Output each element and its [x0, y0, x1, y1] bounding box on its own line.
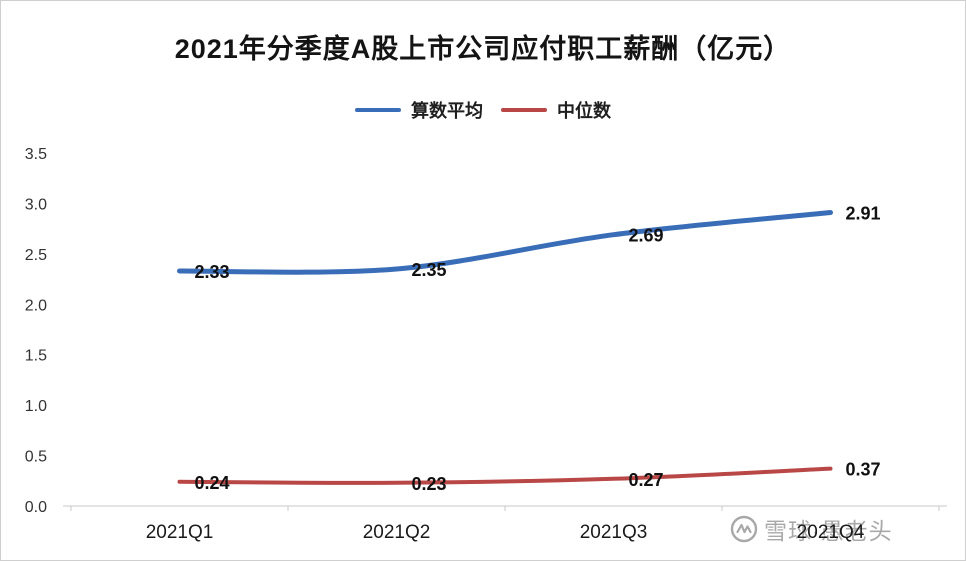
legend-item-median: 中位数	[501, 97, 611, 123]
y-axis-tick-label: 1.5	[25, 348, 47, 365]
x-axis-tick-label: 2021Q2	[363, 522, 431, 543]
y-axis-tick-label: 0.5	[25, 449, 47, 466]
legend-label-median: 中位数	[557, 101, 611, 121]
y-axis-tick-label: 0.0	[25, 499, 47, 516]
data-label: 0.37	[846, 460, 881, 480]
y-axis-tick-label: 2.5	[25, 247, 47, 264]
series-line-median	[177, 466, 833, 485]
data-label: 2.91	[846, 204, 881, 224]
y-axis-tick-label: 1.0	[25, 398, 47, 415]
xueqiu-logo-icon	[730, 515, 758, 543]
y-axis-tick-label: 3.5	[25, 146, 47, 163]
data-label: 0.23	[412, 474, 447, 494]
data-label: 2.69	[629, 226, 664, 246]
chart-title: 2021年分季度A股上市公司应付职工薪酬（亿元）	[174, 34, 792, 64]
data-label: 0.27	[629, 470, 664, 490]
y-axis-tick-label: 2.0	[25, 297, 47, 314]
watermark: 雪球·愚老头	[730, 512, 893, 546]
legend-label-mean: 算数平均	[411, 101, 483, 121]
x-axis-tick-label: 2021Q1	[146, 522, 214, 543]
y-axis-tick-label: 3.0	[25, 196, 47, 213]
chart-legend: 算数平均 中位数	[1, 97, 965, 123]
data-label: 2.33	[195, 262, 230, 282]
data-label: 0.24	[195, 473, 230, 493]
x-axis-tick-label: 2021Q3	[580, 522, 648, 543]
legend-line-swatch-red	[501, 108, 547, 112]
data-label: 2.35	[412, 260, 447, 280]
legend-item-mean: 算数平均	[355, 97, 483, 123]
series-line-mean	[177, 210, 833, 275]
legend-line-swatch-blue	[355, 108, 401, 112]
watermark-text: 雪球·愚老头	[764, 518, 893, 544]
